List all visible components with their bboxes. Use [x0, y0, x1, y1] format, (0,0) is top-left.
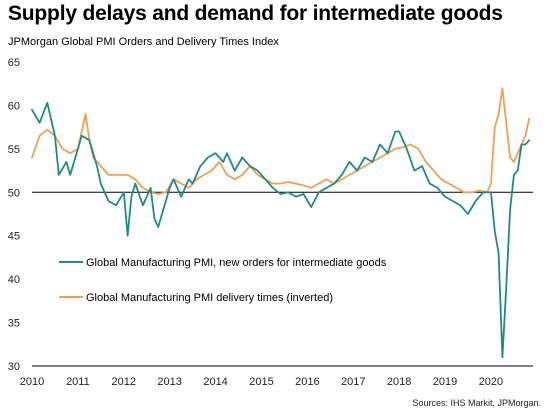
y-axis-ticks: 30 35 40 45 50 55 60 65 — [8, 57, 20, 373]
x-tick-label: 2015 — [249, 376, 273, 388]
y-tick-label: 55 — [8, 144, 20, 156]
x-tick-label: 2019 — [433, 376, 457, 388]
x-tick-label: 2020 — [479, 376, 503, 388]
y-tick-label: 65 — [8, 57, 20, 69]
y-tick-label: 45 — [8, 231, 20, 243]
x-tick-label: 2016 — [295, 376, 319, 388]
x-tick-label: 2014 — [203, 376, 227, 388]
y-tick-label: 50 — [8, 187, 20, 199]
y-tick-label: 40 — [8, 274, 20, 286]
y-tick-label: 30 — [8, 361, 20, 373]
series-line-new-orders — [31, 101, 531, 359]
x-tick-label: 2013 — [157, 376, 181, 388]
x-axis-ticks: 2010 2011 2012 2013 2014 2015 2016 2017 2018 2019… — [20, 376, 503, 388]
x-tick-label: 2012 — [112, 376, 136, 388]
source-note: Sources: IHS Markit, JPMorgan. — [412, 398, 541, 408]
y-tick-label: 35 — [8, 318, 20, 330]
series-lines — [31, 87, 531, 359]
y-tick-label: 60 — [8, 100, 20, 112]
series-line-delivery-times — [31, 87, 531, 195]
chart-title: Supply delays and demand for intermediat… — [8, 2, 503, 25]
x-tick-label: 2018 — [387, 376, 411, 388]
x-tick-label: 2017 — [341, 376, 365, 388]
chart-subtitle: JPMorgan Global PMI Orders and Delivery … — [8, 36, 279, 48]
legend-item-delivery-times: Global Manufacturing PMI delivery times … — [86, 292, 333, 304]
x-tick-label: 2011 — [66, 376, 90, 388]
legend: Global Manufacturing PMI, new orders for… — [59, 257, 387, 304]
legend-item-new-orders: Global Manufacturing PMI, new orders for… — [86, 257, 387, 269]
x-tick-label: 2010 — [20, 376, 44, 388]
